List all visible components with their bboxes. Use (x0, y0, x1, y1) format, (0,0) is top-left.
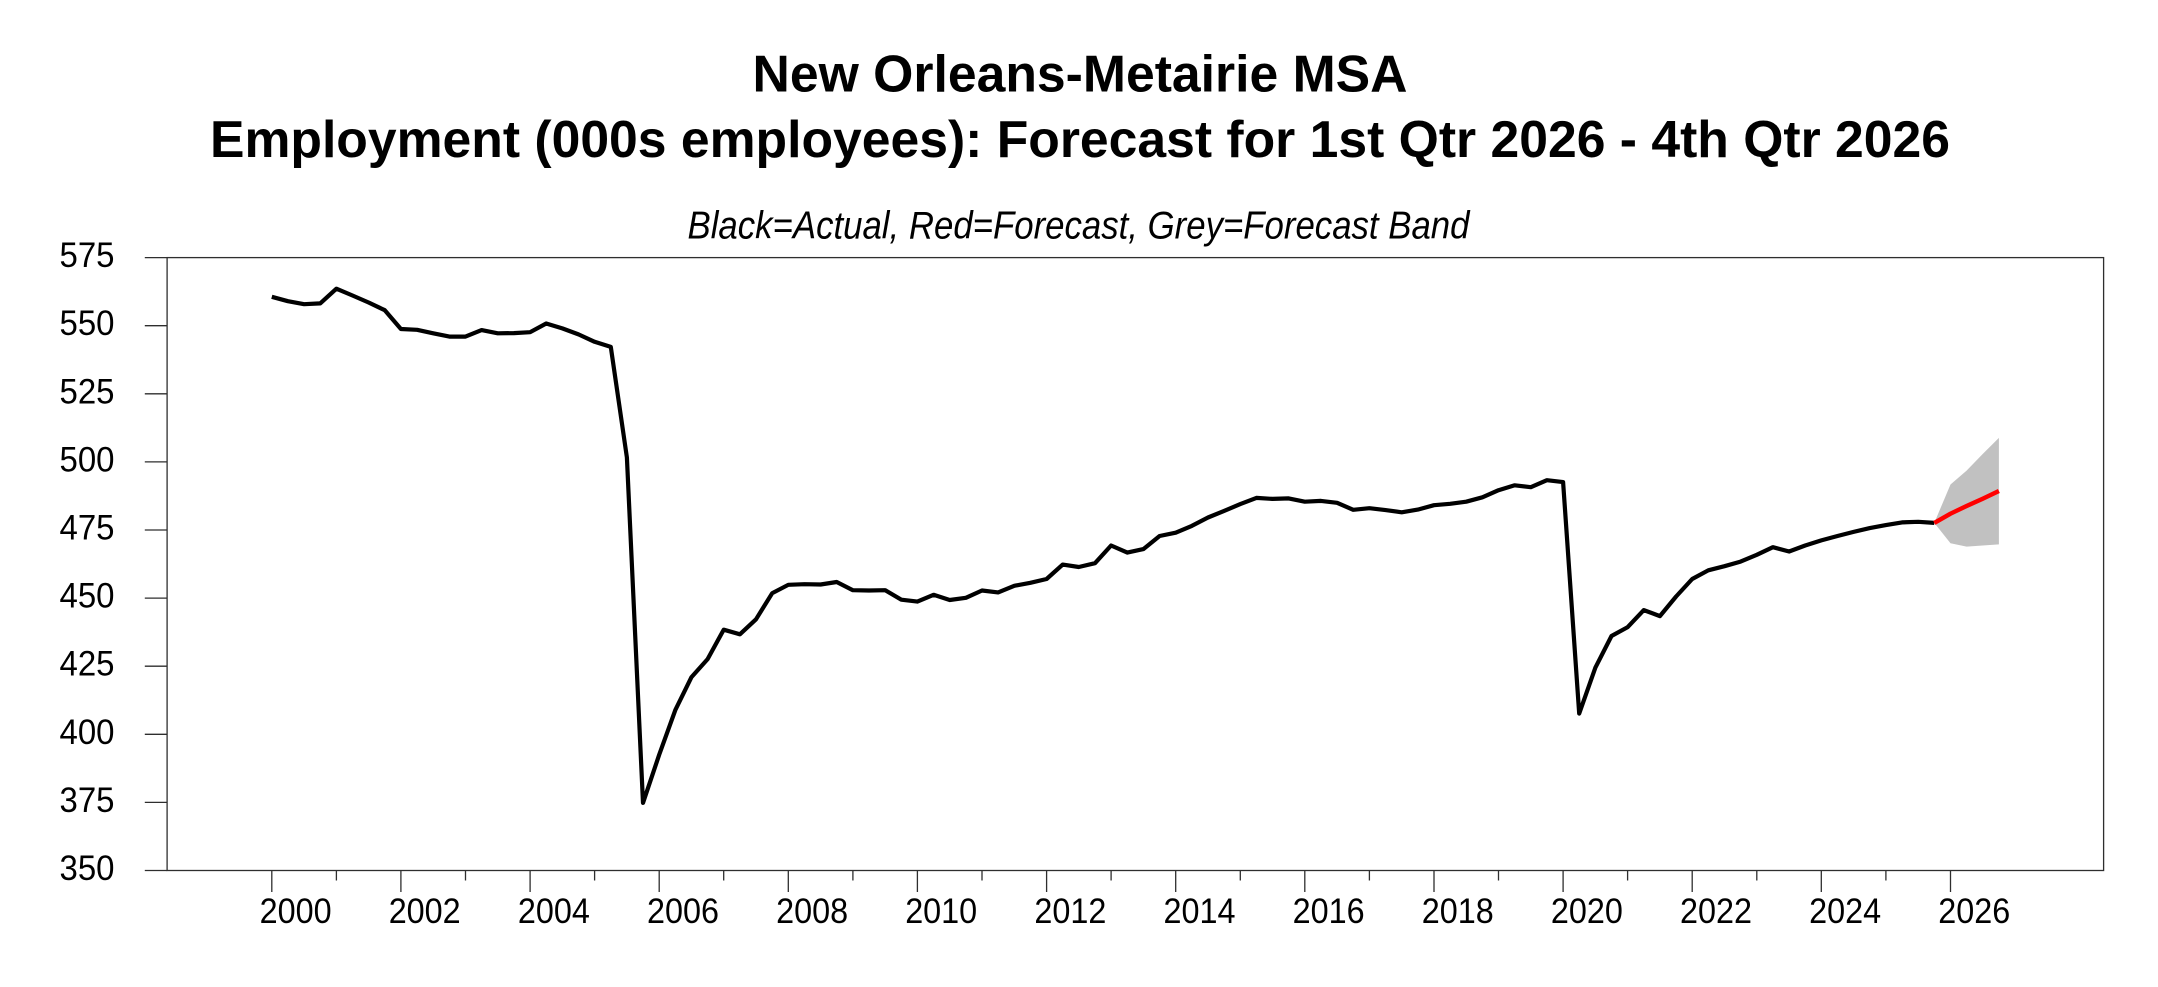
svg-text:575: 575 (60, 236, 115, 275)
svg-text:2020: 2020 (1551, 892, 1623, 931)
svg-text:2018: 2018 (1422, 892, 1494, 931)
svg-text:2002: 2002 (389, 892, 461, 931)
svg-text:2026: 2026 (1938, 892, 2010, 931)
svg-text:2022: 2022 (1680, 892, 1752, 931)
svg-text:350: 350 (60, 849, 115, 888)
svg-text:2010: 2010 (905, 892, 977, 931)
svg-text:2004: 2004 (518, 892, 590, 931)
svg-text:550: 550 (60, 304, 115, 343)
svg-text:375: 375 (60, 781, 115, 820)
svg-text:New Orleans-Metairie MSA: New Orleans-Metairie MSA (753, 46, 1408, 104)
svg-text:2000: 2000 (260, 892, 332, 931)
svg-text:525: 525 (60, 372, 115, 411)
svg-text:2016: 2016 (1293, 892, 1365, 931)
svg-text:2012: 2012 (1034, 892, 1106, 931)
svg-text:Black=Actual, Red=Forecast, Gr: Black=Actual, Red=Forecast, Grey=Forecas… (688, 205, 1471, 248)
svg-text:2014: 2014 (1164, 892, 1236, 931)
svg-text:2006: 2006 (647, 892, 719, 931)
svg-text:400: 400 (60, 713, 115, 752)
svg-text:450: 450 (60, 577, 115, 616)
svg-text:2008: 2008 (776, 892, 848, 931)
svg-text:475: 475 (60, 509, 115, 548)
svg-text:2024: 2024 (1809, 892, 1881, 931)
svg-text:Employment (000s employees): F: Employment (000s employees): Forecast fo… (210, 111, 1950, 169)
svg-text:500: 500 (60, 440, 115, 479)
svg-text:425: 425 (60, 645, 115, 684)
